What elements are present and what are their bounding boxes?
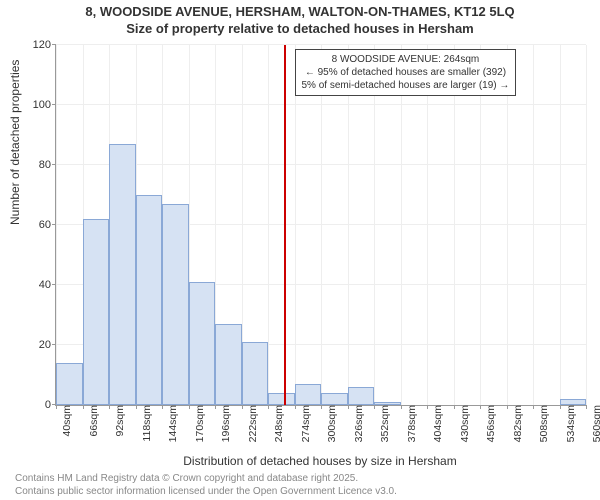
x-tick-mark (454, 405, 455, 409)
histogram-bar (189, 282, 216, 405)
x-tick-mark (295, 405, 296, 409)
histogram-bar (136, 195, 163, 405)
title-line-2: Size of property relative to detached ho… (126, 21, 473, 36)
histogram-bar (242, 342, 269, 405)
x-tick-mark (162, 405, 163, 409)
gridline-vertical (480, 45, 481, 405)
x-tick-label: 456sqm (483, 405, 497, 442)
x-tick-label: 482sqm (510, 405, 524, 442)
x-tick-label: 118sqm (139, 405, 153, 442)
y-tick-label: 120 (33, 39, 56, 51)
annotation-box: 8 WOODSIDE AVENUE: 264sqm ← 95% of detach… (295, 49, 517, 96)
y-axis-label: Number of detached properties (8, 60, 22, 225)
histogram-bar (56, 363, 83, 405)
footer-attribution: Contains HM Land Registry data © Crown c… (15, 472, 397, 498)
x-tick-mark (136, 405, 137, 409)
x-tick-mark (348, 405, 349, 409)
x-tick-mark (321, 405, 322, 409)
x-tick-mark (56, 405, 57, 409)
gridline-vertical (533, 45, 534, 405)
x-tick-mark (268, 405, 269, 409)
x-tick-label: 508sqm (536, 405, 550, 442)
histogram-bar (560, 399, 587, 405)
histogram-bar (83, 219, 110, 405)
property-marker-line (284, 45, 286, 405)
chart-container: 8, WOODSIDE AVENUE, HERSHAM, WALTON-ON-T… (0, 0, 600, 500)
x-tick-label: 378sqm (404, 405, 418, 442)
gridline-vertical (348, 45, 349, 405)
y-tick-label: 100 (33, 99, 56, 111)
x-tick-mark (83, 405, 84, 409)
x-tick-mark (507, 405, 508, 409)
y-tick-label: 0 (45, 399, 56, 411)
x-tick-label: 222sqm (245, 405, 259, 442)
y-tick-label: 40 (39, 279, 56, 291)
histogram-bar (374, 402, 401, 405)
annotation-line-2: ← 95% of detached houses are smaller (39… (305, 67, 506, 78)
x-tick-label: 300sqm (324, 405, 338, 442)
x-tick-mark (560, 405, 561, 409)
annotation-line-1: 8 WOODSIDE AVENUE: 264sqm (332, 54, 480, 65)
gridline-vertical (454, 45, 455, 405)
gridline-vertical (268, 45, 269, 405)
x-tick-mark (401, 405, 402, 409)
histogram-bar (215, 324, 242, 405)
histogram-bar (295, 384, 322, 405)
y-tick-label: 20 (39, 339, 56, 351)
gridline-vertical (507, 45, 508, 405)
chart-title: 8, WOODSIDE AVENUE, HERSHAM, WALTON-ON-T… (0, 0, 600, 38)
x-tick-label: 326sqm (351, 405, 365, 442)
histogram-bar (109, 144, 136, 405)
gridline-vertical (56, 45, 57, 405)
x-tick-mark (427, 405, 428, 409)
gridline-vertical (560, 45, 561, 405)
x-tick-mark (480, 405, 481, 409)
gridline-vertical (374, 45, 375, 405)
x-tick-label: 196sqm (218, 405, 232, 442)
footer-line-1: Contains HM Land Registry data © Crown c… (15, 473, 358, 484)
gridline-vertical (401, 45, 402, 405)
x-tick-mark (215, 405, 216, 409)
x-tick-label: 534sqm (563, 405, 577, 442)
histogram-bar (268, 393, 295, 405)
x-tick-mark (189, 405, 190, 409)
x-tick-label: 274sqm (298, 405, 312, 442)
histogram-bar (348, 387, 375, 405)
y-tick-label: 60 (39, 219, 56, 231)
x-tick-label: 144sqm (165, 405, 179, 442)
x-tick-mark (586, 405, 587, 409)
gridline-vertical (321, 45, 322, 405)
x-tick-label: 352sqm (377, 405, 391, 442)
x-tick-label: 404sqm (430, 405, 444, 442)
x-tick-label: 430sqm (457, 405, 471, 442)
title-line-1: 8, WOODSIDE AVENUE, HERSHAM, WALTON-ON-T… (85, 4, 514, 19)
x-tick-label: 248sqm (271, 405, 285, 442)
x-axis-label: Distribution of detached houses by size … (55, 454, 585, 468)
x-tick-label: 40sqm (59, 405, 73, 437)
x-tick-mark (533, 405, 534, 409)
footer-line-2: Contains public sector information licen… (15, 486, 397, 497)
histogram-bar (162, 204, 189, 405)
gridline-vertical (295, 45, 296, 405)
x-tick-label: 560sqm (589, 405, 600, 442)
histogram-bar (321, 393, 348, 405)
x-tick-mark (374, 405, 375, 409)
gridline-vertical (427, 45, 428, 405)
plot-area: 02040608010012040sqm66sqm92sqm118sqm144s… (55, 45, 586, 406)
x-tick-mark (242, 405, 243, 409)
x-tick-label: 92sqm (112, 405, 126, 437)
gridline-vertical (586, 45, 587, 405)
annotation-line-3: 5% of semi-detached houses are larger (1… (302, 80, 510, 91)
x-tick-label: 170sqm (192, 405, 206, 442)
x-tick-mark (109, 405, 110, 409)
x-tick-label: 66sqm (86, 405, 100, 437)
y-tick-label: 80 (39, 159, 56, 171)
